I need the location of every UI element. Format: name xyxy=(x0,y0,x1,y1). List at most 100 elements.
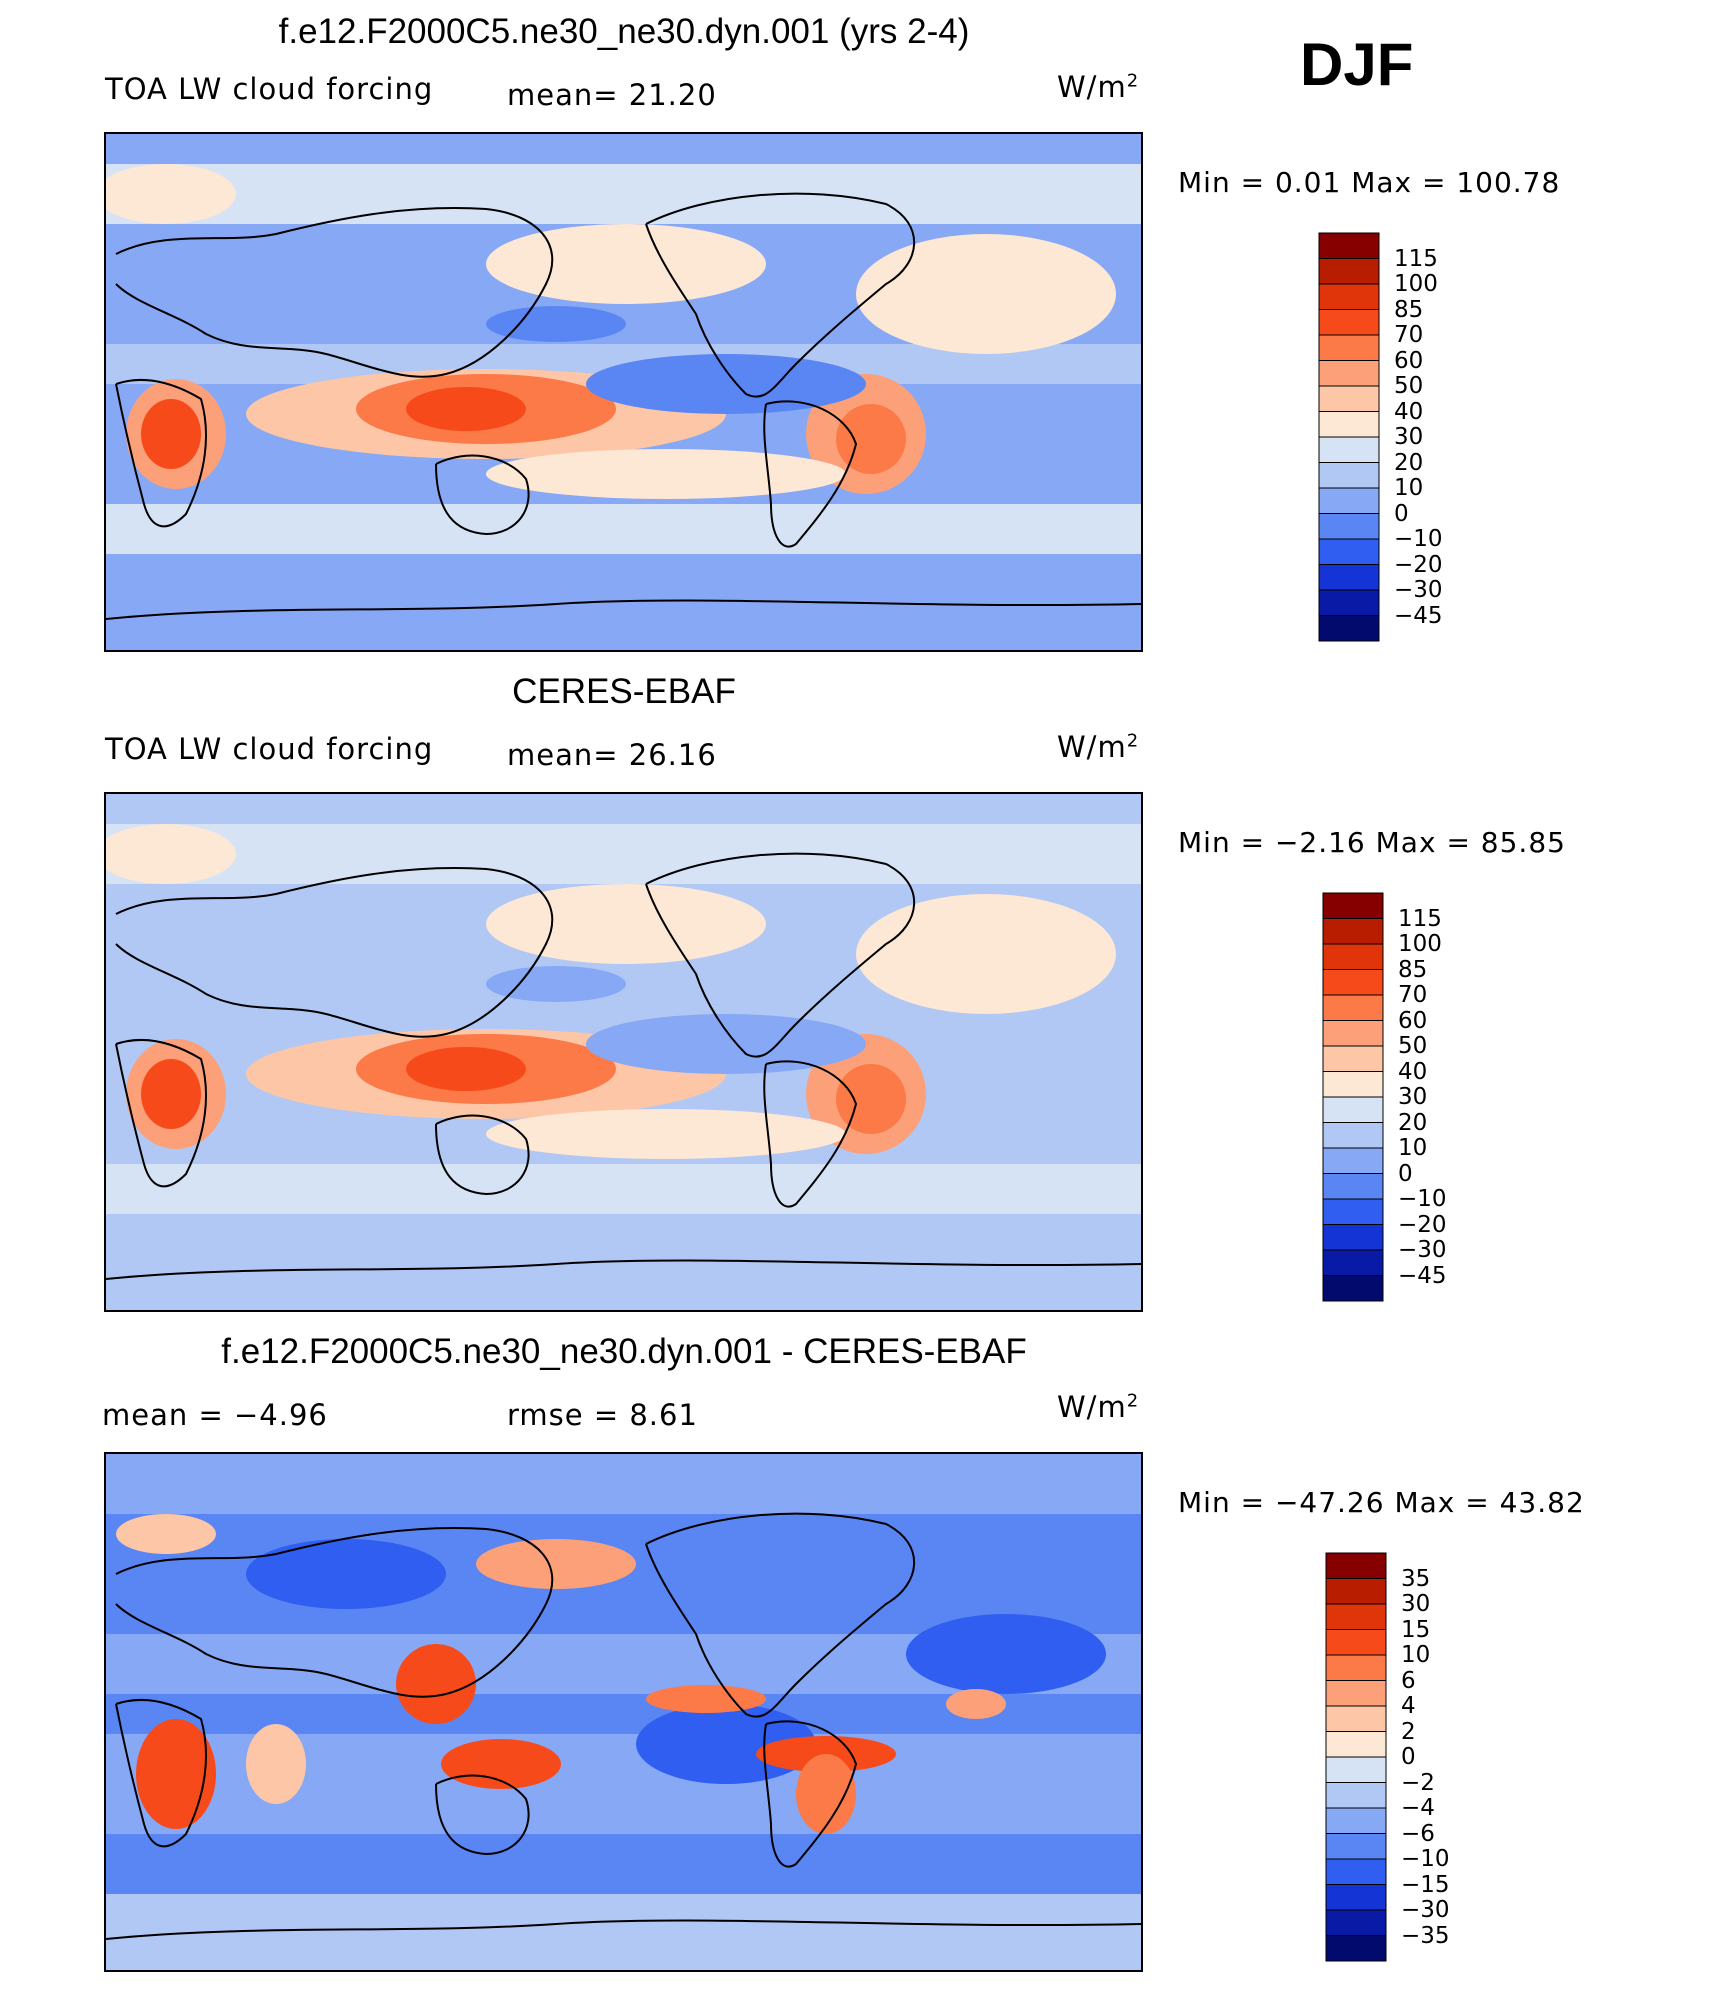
field-region xyxy=(441,1739,561,1789)
coastline xyxy=(106,1259,1141,1280)
colorbar-swatch xyxy=(1318,615,1380,642)
field-region xyxy=(836,1064,906,1134)
colorbar-swatch xyxy=(1325,1858,1387,1885)
colorbar-swatch xyxy=(1325,1782,1387,1809)
colorbar-tick-label: −30 xyxy=(1401,1897,1450,1923)
field-region xyxy=(486,1109,846,1159)
colorbar-swatch xyxy=(1318,309,1380,336)
colorbar-tick-label: 10 xyxy=(1394,475,1424,501)
colorbar-tick-label: −30 xyxy=(1394,577,1443,603)
colorbar-swatch xyxy=(1318,258,1380,285)
colorbar-swatch xyxy=(1322,1224,1384,1251)
field-region xyxy=(946,1689,1006,1719)
colorbar-tick-label: 10 xyxy=(1401,1642,1431,1668)
colorbar-tick-label: 30 xyxy=(1394,424,1424,450)
colorbar-swatch xyxy=(1318,360,1380,387)
colorbar-swatch xyxy=(1322,969,1384,996)
colorbar-swatch xyxy=(1318,334,1380,361)
coastline xyxy=(645,1512,916,1718)
colorbar-swatch xyxy=(1322,943,1384,970)
coastline xyxy=(645,192,916,398)
field-region xyxy=(106,824,236,884)
field-region xyxy=(906,1614,1106,1694)
colorbar-swatch xyxy=(1325,1884,1387,1911)
panel-3-minmax: Min = −47.26 Max = 43.82 xyxy=(1178,1486,1585,1519)
field-region xyxy=(486,306,626,342)
colorbar-swatch xyxy=(1325,1756,1387,1783)
field-region xyxy=(476,1539,636,1589)
field-region xyxy=(856,894,1116,1014)
colorbar-swatch xyxy=(1325,1603,1387,1630)
panel-1-mean-label: mean= 21.20 xyxy=(507,78,717,112)
colorbar-tick-label: −6 xyxy=(1401,1820,1435,1847)
field-band xyxy=(106,1894,1141,1970)
colorbar-swatch xyxy=(1322,994,1384,1021)
colorbar-swatch xyxy=(1322,1275,1384,1302)
colorbar-tick-label: −35 xyxy=(1401,1922,1450,1949)
panel-3-mean-label: mean = −4.96 xyxy=(102,1398,328,1432)
coastline xyxy=(106,1919,1141,1940)
colorbar-tick-label: 0 xyxy=(1401,1744,1416,1770)
colorbar-swatch xyxy=(1325,1654,1387,1681)
colorbar-tick-label: 100 xyxy=(1398,931,1442,957)
field-region xyxy=(141,399,201,469)
colorbar-swatch xyxy=(1318,487,1380,514)
colorbar-swatch xyxy=(1325,1629,1387,1656)
colorbar-swatch xyxy=(1322,1147,1384,1174)
coastline xyxy=(115,1698,207,1848)
panel-2-variable-label: TOA LW cloud forcing xyxy=(105,732,434,766)
colorbar-swatch xyxy=(1325,1909,1387,1936)
colorbar-tick-label: 85 xyxy=(1394,296,1424,323)
coastline xyxy=(435,454,530,536)
field-region xyxy=(486,966,626,1002)
field-region xyxy=(486,449,846,499)
field-region xyxy=(396,1644,476,1724)
colorbar-swatch xyxy=(1322,892,1384,919)
colorbar-tick-label: 0 xyxy=(1394,500,1409,527)
colorbar-tick-label: 0 xyxy=(1398,1160,1413,1187)
field-band xyxy=(106,504,1141,554)
colorbar-tick-label: 70 xyxy=(1398,982,1428,1008)
field-band xyxy=(106,574,1141,650)
panel-1-map-field xyxy=(106,134,1141,650)
coastline xyxy=(115,1038,207,1188)
colorbar-swatch xyxy=(1322,918,1384,945)
field-region xyxy=(116,1514,216,1554)
field-region xyxy=(136,1719,216,1829)
coastline xyxy=(763,1060,858,1208)
colorbar-tick-label: −2 xyxy=(1401,1769,1435,1796)
colorbar-tick-label: 40 xyxy=(1398,1058,1428,1085)
panel-2-map xyxy=(104,792,1143,1312)
colorbar-tick-label: 60 xyxy=(1394,347,1424,374)
colorbar-swatch xyxy=(1325,1578,1387,1605)
field-band xyxy=(106,1834,1141,1894)
colorbar-swatch xyxy=(1322,1045,1384,1072)
panel-2-minmax: Min = −2.16 Max = 85.85 xyxy=(1178,826,1566,859)
field-region xyxy=(586,1014,866,1074)
colorbar-tick-label: −20 xyxy=(1398,1211,1447,1238)
colorbar-tick-label: 50 xyxy=(1398,1033,1428,1059)
colorbar-swatch xyxy=(1322,1020,1384,1047)
field-region xyxy=(486,884,766,964)
colorbar-tick-label: −4 xyxy=(1401,1795,1435,1821)
field-region xyxy=(406,1047,526,1091)
colorbar-swatch xyxy=(1318,436,1380,463)
field-region xyxy=(406,387,526,431)
coastline xyxy=(115,1527,554,1698)
colorbar-tick-label: 100 xyxy=(1394,271,1438,297)
colorbar-tick-label: 40 xyxy=(1394,398,1424,425)
coastline xyxy=(115,207,554,378)
colorbar-tick-label: 10 xyxy=(1398,1135,1428,1161)
colorbar-swatch xyxy=(1322,1071,1384,1098)
colorbar-swatch xyxy=(1322,1122,1384,1149)
colorbar-swatch xyxy=(1322,1198,1384,1225)
field-region xyxy=(246,1724,306,1804)
colorbar-swatch xyxy=(1325,1680,1387,1707)
colorbar-tick-label: −45 xyxy=(1398,1262,1447,1289)
colorbar-tick-label: −15 xyxy=(1401,1871,1450,1898)
field-region xyxy=(486,224,766,304)
colorbar-swatch xyxy=(1322,1173,1384,1200)
colorbar-svg xyxy=(1318,232,1380,642)
coastline xyxy=(106,599,1141,620)
colorbar-swatch xyxy=(1318,462,1380,489)
